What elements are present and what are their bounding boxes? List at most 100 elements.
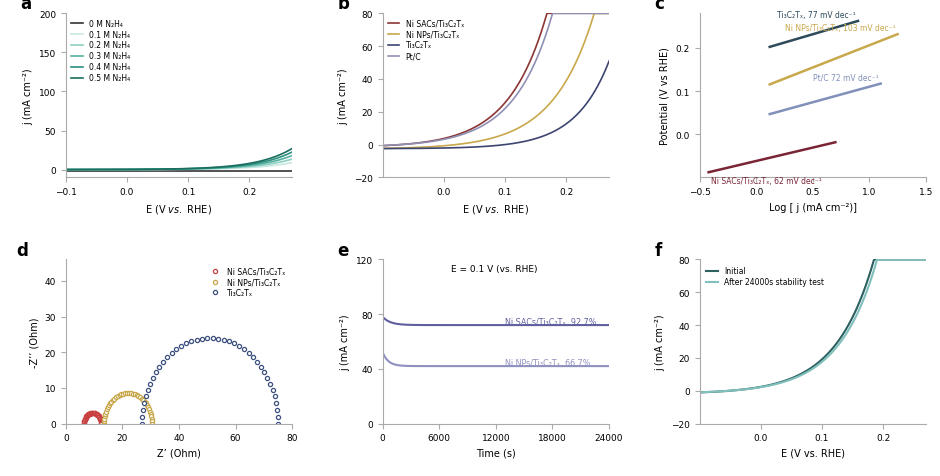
- Ni SACs/Ti₃C₂Tₓ: [86, 410, 98, 416]
- Pt/C: [540, 32, 552, 38]
- Ni SACs/Ti₃C₂Tₓ: [404, 142, 415, 148]
- Ni SACs/Ti₃C₂Tₓ: [540, 15, 552, 20]
- Ni NPs/Ti₃C₂Tₓ: [466, 140, 478, 146]
- Line: Ti₃C₂Tₓ: Ti₃C₂Tₓ: [383, 62, 609, 149]
- Ni NPs/Ti₃C₂Tₓ: [144, 407, 155, 412]
- Ti₃C₂Tₓ: [185, 339, 196, 345]
- Ni NPs/Ti₃C₂Tₓ: [451, 142, 462, 148]
- Pt/C: [541, 29, 553, 35]
- Line: Ni SACs/Ti₃C₂Tₓ: Ni SACs/Ti₃C₂Tₓ: [82, 411, 103, 426]
- 0.5 M N₂H₄: [224, 164, 235, 169]
- Ni NPs/Ti₃C₂Tₓ: [99, 416, 110, 422]
- 0 M N₂H₄: [224, 169, 235, 175]
- Ni SACs/Ti₃C₂Tₓ: [79, 420, 90, 426]
- X-axis label: E (V $vs.$ RHE): E (V $vs.$ RHE): [462, 202, 529, 215]
- Ni NPs/Ti₃C₂Tₓ: [131, 393, 142, 398]
- 0 M N₂H₄: [287, 169, 298, 175]
- Ni NPs/Ti₃C₂Tₓ: [143, 405, 154, 410]
- Ni NPs/Ti₃C₂Tₓ: [134, 395, 146, 400]
- Ni SACs/Ti₃C₂Tₓ: [86, 410, 97, 416]
- Text: Pt/C 72 mV dec⁻¹: Pt/C 72 mV dec⁻¹: [813, 73, 878, 82]
- Ni NPs/Ti₃C₂Tₓ: [588, 11, 600, 17]
- 0.1 M N₂H₄: [60, 168, 71, 173]
- Line: 0.4 M N₂H₄: 0.4 M N₂H₄: [66, 153, 292, 170]
- Ti₃C₂Tₓ: [520, 139, 531, 145]
- Ni SACs/Ti₃C₂Tₓ: [79, 416, 90, 422]
- Ni NPs/Ti₃C₂Tₓ: [127, 391, 138, 397]
- 0.3 M N₂H₄: [87, 168, 99, 173]
- Ni NPs/Ti₃C₂Tₓ: [116, 392, 127, 397]
- Initial: [721, 388, 732, 394]
- Ti₃C₂Tₓ: [142, 387, 153, 393]
- Ti₃C₂Tₓ: [258, 369, 270, 375]
- Ni SACs/Ti₃C₂Tₓ: [94, 415, 105, 420]
- 0.5 M N₂H₄: [149, 167, 161, 173]
- X-axis label: Log [ j (mA cm⁻²)]: Log [ j (mA cm⁻²)]: [769, 202, 856, 212]
- Ni SACs/Ti₃C₂Tₓ: [82, 413, 93, 418]
- Ni NPs/Ti₃C₂Tₓ: [107, 397, 118, 403]
- Ti₃C₂Tₓ: [233, 344, 244, 349]
- Ti₃C₂Tₓ: [137, 407, 149, 413]
- 0.4 M N₂H₄: [287, 150, 298, 156]
- Ni SACs/Ti₃C₂Tₓ: [96, 419, 107, 425]
- 0.2 M N₂H₄: [149, 167, 161, 173]
- 0 M N₂H₄: [87, 169, 99, 175]
- Initial: [858, 288, 870, 294]
- Ni SACs/Ti₃C₂Tₓ: [80, 416, 91, 422]
- Ti₃C₂Tₓ: [196, 336, 208, 342]
- Ti₃C₂Tₓ: [451, 146, 462, 151]
- Ni SACs/Ti₃C₂Tₓ: [86, 410, 98, 416]
- Ni NPs/Ti₃C₂Tₓ: [145, 409, 156, 415]
- Ni SACs/Ti₃C₂Tₓ: [79, 418, 90, 424]
- Ti₃C₂Tₓ: [180, 341, 192, 347]
- Ni SACs/Ti₃C₂Tₓ: [94, 415, 105, 421]
- Text: Ni NPs/Ti₃C₂Tₓ, 103 mV dec⁻¹: Ni NPs/Ti₃C₂Tₓ, 103 mV dec⁻¹: [785, 24, 895, 33]
- Ni NPs/Ti₃C₂Tₓ: [102, 405, 114, 410]
- 0.1 M N₂H₄: [133, 167, 145, 173]
- Ti₃C₂Tₓ: [147, 375, 158, 381]
- Pt/C: [404, 142, 415, 148]
- Ti₃C₂Tₓ: [252, 359, 263, 365]
- 0.3 M N₂H₄: [287, 153, 298, 159]
- Ti₃C₂Tₓ: [224, 339, 235, 345]
- Ni SACs/Ti₃C₂Tₓ: [84, 411, 95, 416]
- 0.5 M N₂H₄: [287, 146, 298, 152]
- Y-axis label: j (mA cm⁻²): j (mA cm⁻²): [24, 68, 33, 124]
- Ni SACs/Ti₃C₂Tₓ: [79, 419, 90, 425]
- Ni NPs/Ti₃C₂Tₓ: [99, 418, 110, 424]
- Text: Ti₃C₂Tₓ, 77 mV dec⁻¹: Ti₃C₂Tₓ, 77 mV dec⁻¹: [777, 11, 855, 20]
- 0 M N₂H₄: [225, 169, 236, 175]
- Ni SACs/Ti₃C₂Tₓ: [95, 417, 106, 423]
- Ni NPs/Ti₃C₂Tₓ: [114, 393, 125, 398]
- After 24000s stability test: [920, 257, 932, 263]
- Ni NPs/Ti₃C₂Tₓ: [541, 104, 553, 110]
- Ni NPs/Ti₃C₂Tₓ: [118, 391, 129, 397]
- Ti₃C₂Tₓ: [239, 347, 250, 353]
- Ni SACs/Ti₃C₂Tₓ: [603, 11, 615, 17]
- 0.5 M N₂H₄: [87, 168, 99, 173]
- Text: Ni SACs/Ti₃C₂Tₓ, 62 mV dec⁻¹: Ni SACs/Ti₃C₂Tₓ, 62 mV dec⁻¹: [711, 176, 822, 185]
- Pt/C: [547, 11, 558, 17]
- Ti₃C₂Tₓ: [228, 341, 240, 347]
- After 24000s stability test: [857, 298, 869, 304]
- 0.4 M N₂H₄: [202, 166, 213, 171]
- Ni NPs/Ti₃C₂Tₓ: [109, 396, 120, 402]
- Ni SACs/Ti₃C₂Tₓ: [466, 126, 478, 132]
- Ni NPs/Ti₃C₂Tₓ: [112, 394, 123, 399]
- Ti₃C₂Tₓ: [243, 350, 255, 356]
- 0.4 M N₂H₄: [225, 164, 236, 170]
- Ni SACs/Ti₃C₂Tₓ: [91, 412, 102, 417]
- Y-axis label: Potential (V vs RHE): Potential (V vs RHE): [660, 47, 670, 145]
- 0.2 M N₂H₄: [225, 166, 236, 171]
- Text: d: d: [16, 241, 28, 259]
- Ni NPs/Ti₃C₂Tₓ: [101, 409, 112, 415]
- Ti₃C₂Tₓ: [207, 336, 218, 341]
- 0.4 M N₂H₄: [224, 165, 235, 170]
- Line: Ti₃C₂Tₓ: Ti₃C₂Tₓ: [140, 336, 280, 426]
- Line: Ni NPs/Ti₃C₂Tₓ: Ni NPs/Ti₃C₂Tₓ: [102, 391, 154, 426]
- Text: a: a: [21, 0, 32, 13]
- Ti₃C₂Tₓ: [140, 394, 151, 399]
- 0 M N₂H₄: [60, 169, 71, 175]
- 0.1 M N₂H₄: [202, 167, 213, 172]
- Line: Initial: Initial: [699, 260, 926, 393]
